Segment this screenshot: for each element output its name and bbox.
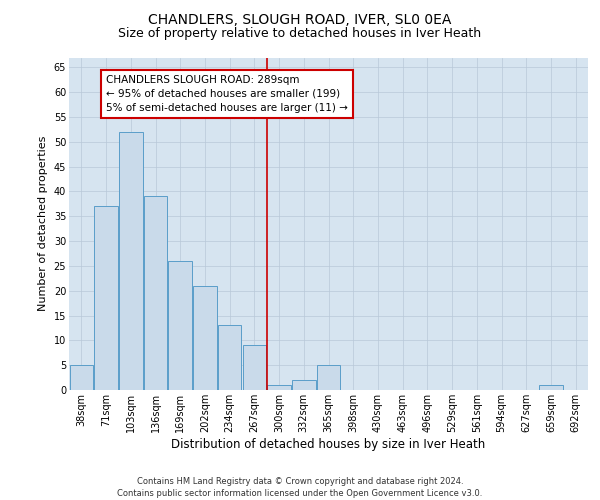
Bar (268, 385, 291, 390)
Bar (218, 326, 241, 390)
Bar (169, 261, 192, 390)
Y-axis label: Number of detached properties: Number of detached properties (38, 136, 48, 312)
Bar (144, 196, 167, 390)
X-axis label: Distribution of detached houses by size in Iver Heath: Distribution of detached houses by size … (172, 438, 485, 450)
Bar (94, 206, 118, 390)
Text: CHANDLERS, SLOUGH ROAD, IVER, SL0 0EA: CHANDLERS, SLOUGH ROAD, IVER, SL0 0EA (148, 12, 452, 26)
Bar (193, 286, 217, 390)
Bar (242, 346, 266, 390)
Text: Contains HM Land Registry data © Crown copyright and database right 2024.
Contai: Contains HM Land Registry data © Crown c… (118, 476, 482, 498)
Bar (292, 380, 316, 390)
Bar (539, 385, 563, 390)
Bar (317, 365, 340, 390)
Bar (70, 365, 93, 390)
Text: CHANDLERS SLOUGH ROAD: 289sqm
← 95% of detached houses are smaller (199)
5% of s: CHANDLERS SLOUGH ROAD: 289sqm ← 95% of d… (106, 75, 348, 113)
Bar (119, 132, 143, 390)
Text: Size of property relative to detached houses in Iver Heath: Size of property relative to detached ho… (118, 28, 482, 40)
